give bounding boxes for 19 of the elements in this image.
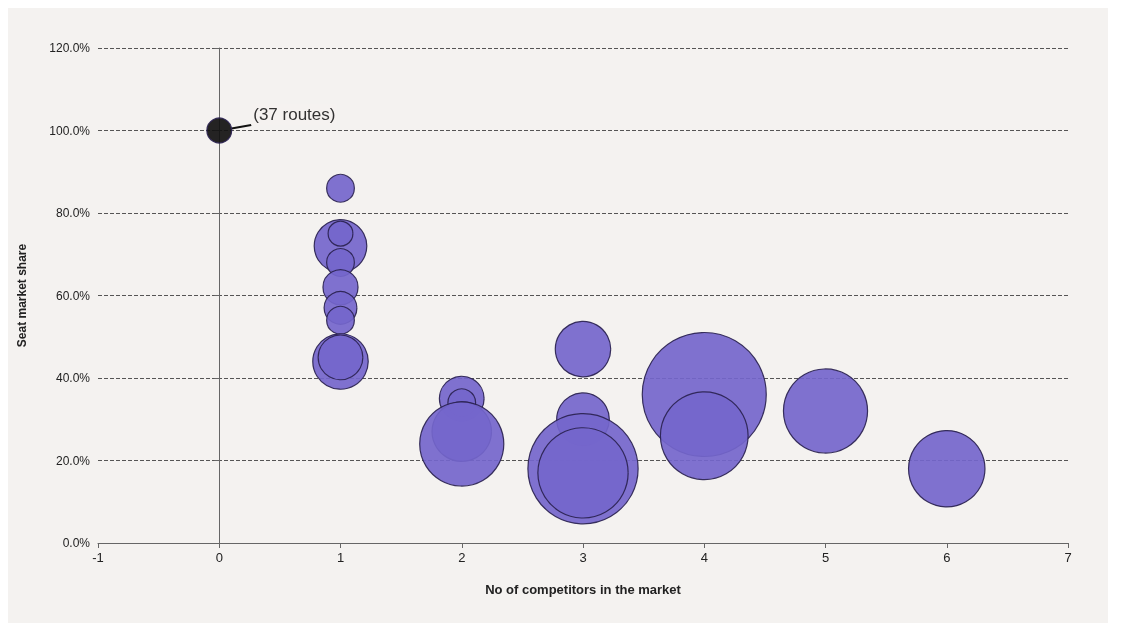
- x-tick-label: 1: [336, 550, 345, 565]
- x-axis-title: No of competitors in the market: [485, 582, 682, 597]
- x-tick-label: 2: [458, 550, 466, 565]
- x-tick-label: -1: [92, 550, 104, 565]
- y-tick-label: 100.0%: [49, 123, 91, 138]
- y-axis-title: Seat market share: [15, 243, 29, 348]
- y-tick-label: 20.0%: [55, 453, 91, 468]
- annotation: (37 routes): [253, 105, 336, 124]
- x-tick-label: 6: [943, 550, 951, 565]
- y-tick-label: 40.0%: [55, 371, 91, 385]
- x-tick-label: 5: [821, 550, 830, 565]
- y-tick-label: 120.0%: [49, 41, 91, 55]
- y-tick-label: 80.0%: [55, 206, 91, 220]
- y-tick-label: 60.0%: [55, 288, 91, 303]
- y-tick-label: 0.0%: [62, 536, 91, 550]
- x-tick-label: 4: [700, 550, 708, 565]
- x-tick-label: 3: [579, 550, 587, 565]
- x-tick-label: 0: [215, 550, 223, 565]
- x-tick-label: 7: [1064, 550, 1072, 565]
